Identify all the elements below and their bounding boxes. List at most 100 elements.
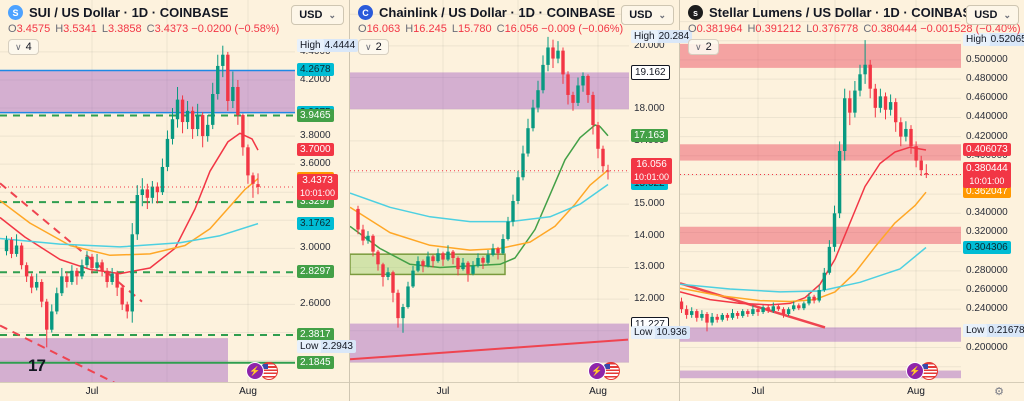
change-readout: −0.001528 (−0.40%) bbox=[917, 23, 1021, 35]
price-chart-canvas[interactable] bbox=[680, 0, 961, 383]
ohlc-value: 3.5341 bbox=[63, 23, 97, 35]
legend-collapse-button[interactable]: ∨ 2 bbox=[358, 39, 389, 55]
indicator-count: 2 bbox=[375, 41, 382, 53]
time-axis[interactable]: Jul Aug bbox=[350, 382, 679, 401]
gear-icon[interactable]: ⚙ bbox=[994, 386, 1004, 398]
currency-label: USD bbox=[299, 9, 323, 21]
price-label-red: 0.406073 bbox=[963, 142, 1011, 156]
chevron-down-icon: ⌄ bbox=[328, 9, 336, 20]
legend-collapse-button[interactable]: ∨ 4 bbox=[8, 39, 39, 55]
currency-toggle-button[interactable]: USD ⌄ bbox=[621, 5, 674, 25]
trend-lines bbox=[350, 338, 629, 361]
time-axis[interactable]: ⚙ Jul Aug bbox=[680, 382, 1024, 401]
currency-toggle-button[interactable]: USD ⌄ bbox=[966, 5, 1019, 25]
ohlc-readout: O16.063 H16.245 L15.780 C16.056 −0.009 (−0.… bbox=[358, 23, 623, 35]
chart-pane-sui[interactable]: 4.40004.20003.80003.60003.00002.6000High… bbox=[0, 0, 359, 401]
chart-title[interactable]: Stellar Lumens / US Dollar · 1D · COINBA… bbox=[709, 5, 980, 20]
stellar-logo-icon: s bbox=[688, 5, 703, 20]
ohlc-key: H bbox=[405, 23, 414, 35]
ohlc-readout: O0.381964 H0.391212 L0.376778 C0.380444 −0.… bbox=[688, 23, 1021, 35]
legend-collapse-button[interactable]: ∨ 2 bbox=[688, 39, 719, 55]
price-label-white: 19.162 bbox=[631, 65, 670, 81]
chevron-down-icon: ∨ bbox=[15, 41, 22, 52]
chart-pane-chainlink[interactable]: 20.00018.00017.00015.00014.00013.00012.0… bbox=[350, 0, 693, 401]
time-axis-label: Jul bbox=[85, 386, 99, 397]
chart-title[interactable]: Chainlink / US Dollar · 1D · COINBASE bbox=[379, 5, 616, 20]
price-chart-canvas[interactable] bbox=[0, 0, 296, 383]
price-axis-tick: 4.2000 bbox=[300, 73, 331, 85]
moving-averages bbox=[680, 146, 927, 306]
price-label-green: 2.3817 bbox=[297, 328, 334, 342]
sui-logo-icon: S bbox=[8, 5, 23, 20]
ohlc-key: O bbox=[358, 23, 367, 35]
tradingview-logo[interactable]: 17 bbox=[28, 356, 46, 375]
chart-legend: C Chainlink / US Dollar · 1D · COINBASE … bbox=[358, 5, 623, 55]
zones-layer bbox=[350, 72, 630, 363]
moving-averages bbox=[0, 132, 259, 275]
change-readout: −0.0200 (−0.58%) bbox=[188, 23, 280, 35]
price-axis[interactable]: 20.00018.00017.00015.00014.00013.00012.0… bbox=[629, 0, 693, 383]
ohlc-value: 3.3858 bbox=[107, 23, 142, 35]
ohlc-value: 15.780 bbox=[457, 23, 492, 35]
ohlc-value: 16.056 bbox=[504, 23, 539, 35]
price-chart-canvas[interactable] bbox=[350, 0, 630, 383]
ohlc-readout: O3.4575 H3.5341 L3.3858 C3.4373 −0.0200 (−0… bbox=[8, 23, 279, 35]
price-label-cyan: 0.304306 bbox=[963, 240, 1011, 254]
price-axis-tick: 0.500000 bbox=[966, 53, 1008, 65]
ohlc-value: 0.376778 bbox=[812, 23, 859, 35]
chevron-down-icon: ∨ bbox=[365, 41, 372, 52]
price-label-high: High 4.4444 bbox=[297, 38, 359, 52]
moving-averages bbox=[350, 124, 609, 269]
event-markers[interactable]: ⚡ bbox=[246, 362, 278, 380]
crypto-event-icon[interactable]: ⚡ bbox=[906, 362, 924, 380]
price-label-current: 3.4373 10:01:00 bbox=[297, 173, 339, 200]
price-label-cyan: 4.2678 bbox=[297, 63, 334, 77]
time-axis-label: Aug bbox=[907, 386, 925, 397]
price-axis-tick: 3.8000 bbox=[300, 130, 331, 142]
time-axis-label: Aug bbox=[589, 386, 607, 397]
ohlc-key: L bbox=[806, 23, 813, 35]
price-label-green: 2.8297 bbox=[297, 265, 334, 279]
price-axis-tick: 0.340000 bbox=[966, 207, 1008, 219]
time-axis[interactable]: Jul Aug bbox=[0, 382, 349, 401]
event-markers[interactable]: ⚡ bbox=[906, 362, 938, 380]
price-axis-tick: 0.200000 bbox=[966, 341, 1008, 353]
price-axis-tick: 0.320000 bbox=[966, 226, 1008, 238]
price-axis[interactable]: 0.500000 0.480000 0.460000 0.440000 0.420000… bbox=[961, 0, 1024, 383]
ohlc-key: H bbox=[55, 23, 64, 35]
price-axis[interactable]: 4.40004.20003.80003.60003.00002.6000High… bbox=[295, 0, 359, 383]
price-label-high: High 20.284 bbox=[631, 29, 693, 43]
currency-toggle-button[interactable]: USD ⌄ bbox=[291, 5, 344, 25]
event-markers[interactable]: ⚡ bbox=[588, 362, 620, 380]
indicator-count: 4 bbox=[25, 41, 32, 53]
chevron-down-icon: ⌄ bbox=[1003, 9, 1011, 20]
ohlc-key: C bbox=[863, 23, 872, 35]
ohlc-value: 3.4373 bbox=[154, 23, 189, 35]
indicator-count: 2 bbox=[705, 41, 712, 53]
crypto-event-icon[interactable]: ⚡ bbox=[588, 362, 606, 380]
ohlc-key: O bbox=[688, 23, 697, 35]
grid-lines bbox=[680, 0, 961, 383]
chart-title[interactable]: SUI / US Dollar · 1D · COINBASE bbox=[29, 5, 229, 20]
crypto-event-icon[interactable]: ⚡ bbox=[246, 362, 264, 380]
chevron-down-icon: ∨ bbox=[695, 41, 702, 52]
price-label-current: 0.380444 10:01:00 bbox=[963, 161, 1011, 188]
chart-pane-stellar[interactable]: 0.500000 0.480000 0.460000 0.440000 0.420000… bbox=[680, 0, 1024, 401]
price-label-red: 3.7000 bbox=[297, 143, 334, 157]
candles-layer bbox=[4, 45, 260, 348]
price-axis-tick: 0.440000 bbox=[966, 111, 1008, 123]
chainlink-logo-icon: C bbox=[358, 5, 373, 20]
price-axis-tick: 3.0000 bbox=[300, 242, 331, 254]
ohlc-key: L bbox=[451, 23, 458, 35]
price-axis-tick: 0.280000 bbox=[966, 264, 1008, 276]
price-axis-tick: 0.420000 bbox=[966, 130, 1008, 142]
price-axis-tick: 12.000 bbox=[634, 293, 665, 305]
ohlc-value: 16.245 bbox=[413, 23, 447, 35]
price-label-green: 2.1845 bbox=[297, 355, 334, 369]
ohlc-key: C bbox=[146, 23, 155, 35]
ohlc-value: 16.063 bbox=[366, 23, 401, 35]
currency-label: USD bbox=[974, 9, 998, 21]
price-axis-tick: 15.000 bbox=[634, 198, 665, 210]
ohlc-value: 0.380444 bbox=[871, 23, 918, 35]
